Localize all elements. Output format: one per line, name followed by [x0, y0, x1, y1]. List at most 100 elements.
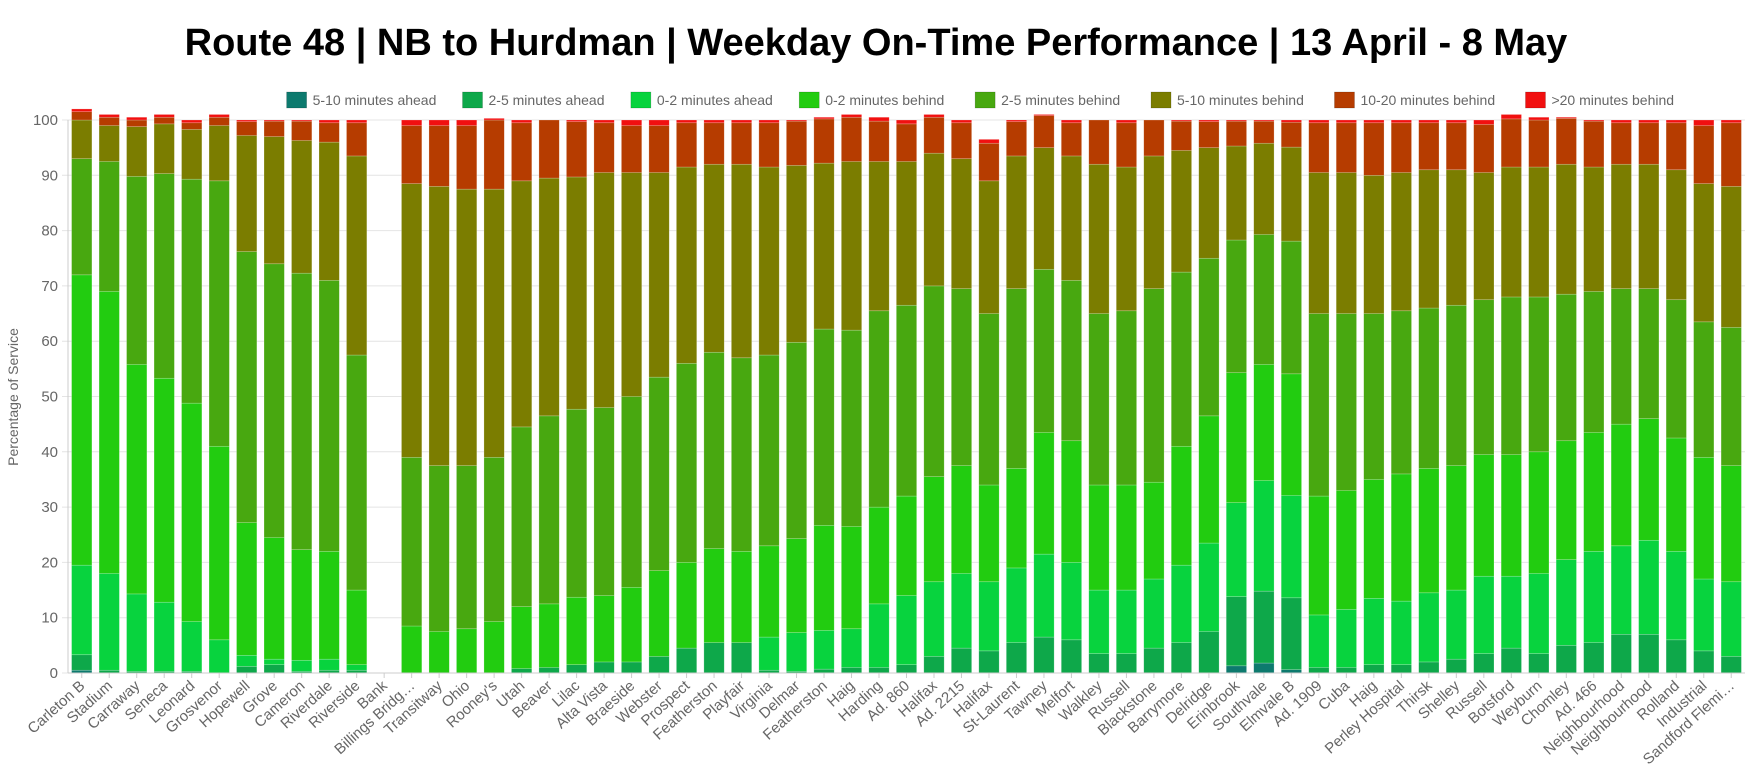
bar-segment [1500, 118, 1522, 168]
bar-segment [1088, 163, 1110, 314]
bar-segment [951, 288, 972, 466]
bar-segment [263, 136, 285, 265]
bar-segment [896, 304, 917, 497]
bar-segment [1418, 119, 1440, 124]
bar-segment [841, 329, 862, 527]
bar-segment [758, 636, 780, 671]
bar-segment [1170, 150, 1192, 273]
bar-segment [1198, 121, 1220, 148]
bar-segment [1583, 432, 1605, 552]
y-tick-label: 20 [41, 554, 58, 571]
bar-segment [1473, 299, 1495, 455]
bar-segment [98, 291, 120, 574]
bar-segment [978, 180, 1000, 314]
bar-segment [1418, 169, 1440, 309]
bar-segment [1253, 234, 1275, 365]
legend-swatch [798, 91, 820, 109]
bar-segment [1033, 432, 1055, 555]
bar-segment [566, 176, 588, 410]
bar-segment [1418, 468, 1440, 594]
bar-segment [1143, 119, 1165, 157]
bar-segment [1335, 119, 1357, 124]
bar-segment [1225, 596, 1247, 667]
legend-item[interactable]: 10-20 minutes behind [1334, 91, 1495, 109]
bar-segment [1170, 119, 1192, 122]
bar-segment [1033, 115, 1055, 148]
legend-item[interactable]: 0-2 minutes ahead [630, 91, 773, 109]
bar-segment [1500, 454, 1522, 577]
legend-item[interactable]: 5-10 minutes behind [1150, 91, 1304, 109]
bar-segment [208, 125, 230, 182]
bar-segment [153, 601, 175, 672]
bar-segment [1638, 122, 1660, 165]
bar-segment [263, 664, 285, 674]
bar-segment [291, 120, 313, 141]
bar-segment [1665, 169, 1687, 301]
legend-item[interactable]: 5-10 minutes ahead [286, 91, 437, 109]
bar-segment [648, 656, 670, 674]
bar-segment [1390, 122, 1412, 173]
bar-segment [98, 116, 120, 126]
bar-segment [1088, 589, 1110, 654]
bar-segment [181, 129, 203, 180]
bar-segment [1143, 481, 1165, 580]
bar-segment [1555, 440, 1577, 560]
bar-segment [1610, 545, 1632, 635]
bar-segment [813, 162, 835, 330]
bar-segment [703, 548, 725, 643]
bar-segment [896, 595, 917, 666]
bar-segment [98, 125, 120, 162]
legend-item[interactable]: 2-5 minutes behind [974, 91, 1120, 109]
bar-segment [511, 426, 533, 607]
bar-segment [1005, 119, 1027, 122]
bar-segment [1363, 119, 1385, 124]
bar-segment [1280, 146, 1302, 242]
bar-segment [1198, 257, 1220, 417]
bar-segment [1060, 639, 1082, 674]
bar-segment [1060, 440, 1082, 563]
bar-segment [786, 538, 808, 633]
bar-segment [648, 172, 670, 378]
bar-segment [236, 666, 258, 674]
bar-segment [1528, 296, 1550, 453]
legend-label: 0-2 minutes behind [825, 92, 944, 108]
bar-segment [813, 118, 835, 164]
bar-segment [841, 526, 862, 630]
bar-segment [566, 119, 588, 122]
bar-segment [731, 642, 753, 674]
bar-segment [1555, 645, 1577, 674]
legend-item[interactable]: 2-5 minutes ahead [462, 91, 605, 109]
bar-segment [923, 152, 945, 287]
bar-segment [1280, 373, 1302, 496]
bar-segment [1335, 667, 1357, 674]
legend-label: 2-5 minutes behind [1001, 92, 1120, 108]
bar-segment [1638, 119, 1660, 124]
bar-segment [1308, 313, 1330, 497]
bar-segment [1528, 119, 1550, 168]
bar-segment [236, 655, 258, 667]
bar-segment [813, 630, 835, 670]
bar-segment [1500, 575, 1522, 649]
bar-segment [71, 111, 93, 121]
y-tick-label: 50 [41, 389, 58, 406]
bar-segment [153, 173, 175, 379]
bar-segment [1198, 415, 1220, 544]
bar-segment [731, 163, 753, 359]
bar-segment [841, 628, 862, 668]
bar-segment [923, 285, 945, 477]
bar-segment [896, 664, 917, 674]
bar-segment [786, 165, 808, 343]
y-axis: 0 10 20 30 40 50 60 70 80 90 100 [33, 112, 69, 682]
legend-swatch [1150, 91, 1172, 109]
y-tick-label: 80 [41, 223, 58, 240]
bar-segment [786, 632, 808, 672]
bar-segment [676, 562, 698, 649]
bar-segment [291, 549, 313, 661]
bar-segment [153, 377, 175, 603]
bar-segment [1390, 310, 1412, 475]
bar-segment [1693, 650, 1715, 674]
bar-segment [208, 180, 230, 447]
legend-item[interactable]: >20 minutes behind [1525, 91, 1674, 109]
bar-segment [1610, 122, 1632, 165]
legend-item[interactable]: 0-2 minutes behind [798, 91, 944, 109]
